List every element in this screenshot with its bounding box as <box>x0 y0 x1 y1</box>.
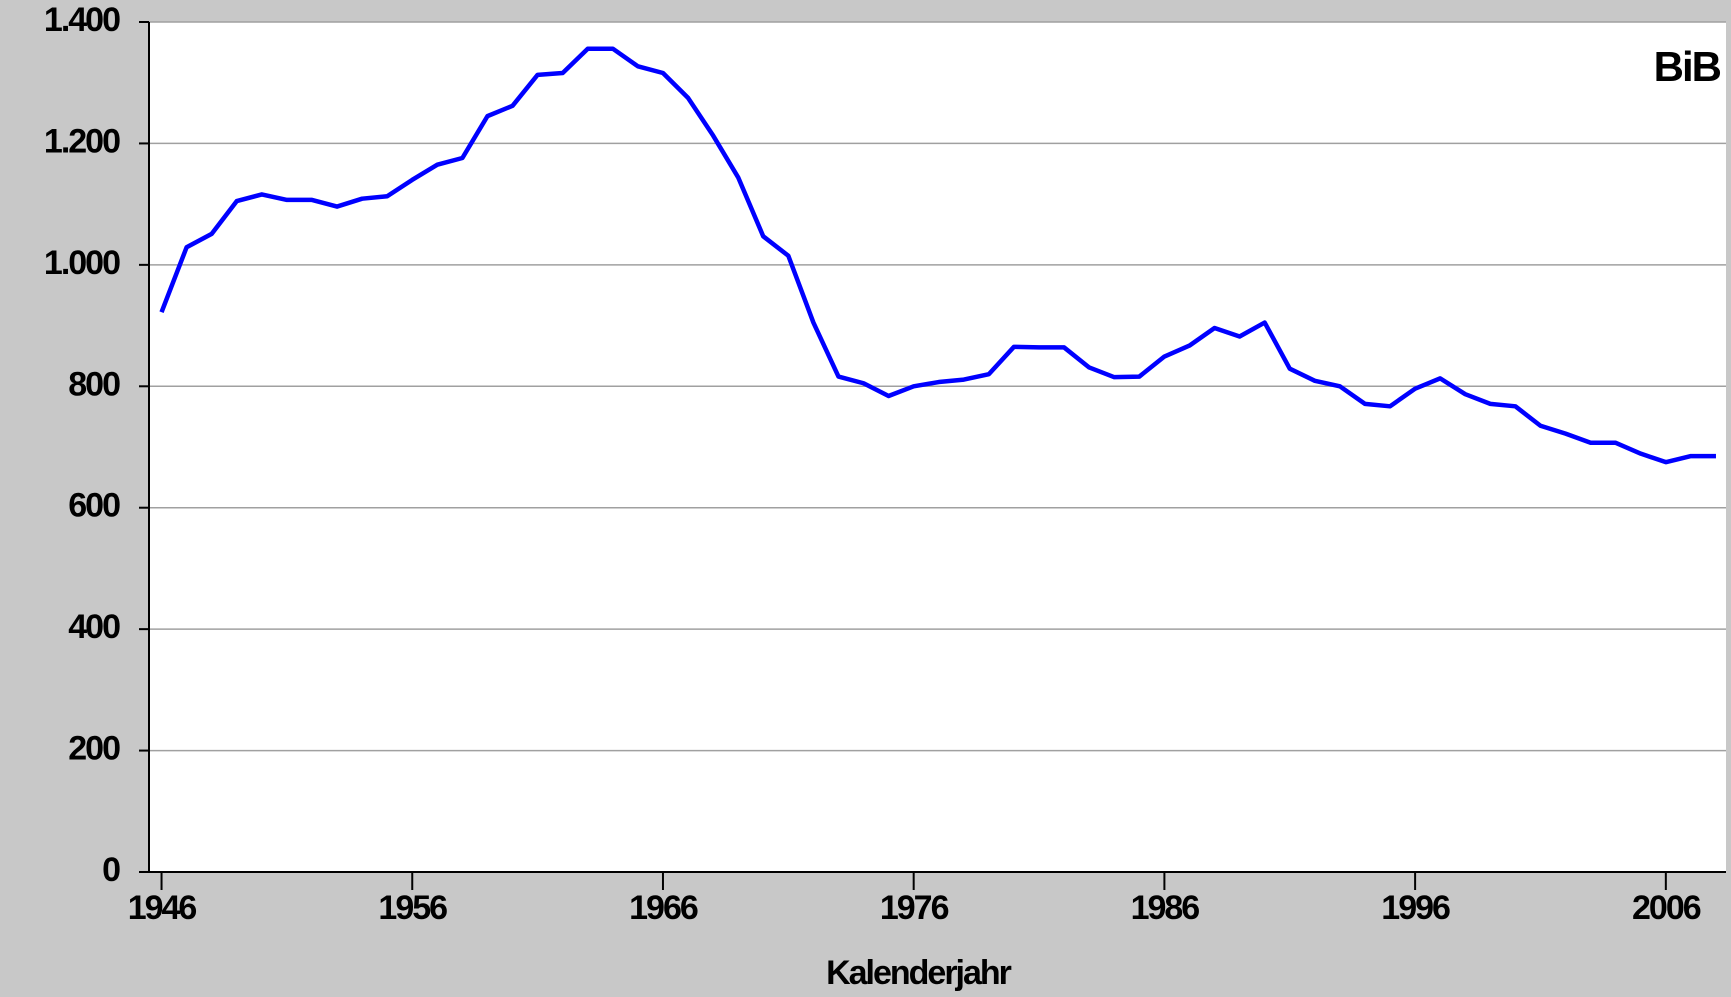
y-tick-label: 1.000 <box>44 244 120 282</box>
y-tick-label: 800 <box>68 365 120 403</box>
x-tick-label: 2006 <box>1632 889 1701 927</box>
y-tick-label: 1.400 <box>44 1 120 39</box>
y-tick-label: 0 <box>102 851 120 889</box>
x-tick-label: 1956 <box>378 889 447 927</box>
x-axis-label: Kalenderjahr <box>826 954 1012 992</box>
data-line <box>159 46 1716 465</box>
y-tick-label: 1.200 <box>44 122 120 160</box>
x-tick-label: 1976 <box>880 889 949 927</box>
x-tick-label: 1966 <box>629 889 698 927</box>
x-tick-label: 1996 <box>1381 889 1450 927</box>
x-tick-label: 1986 <box>1131 889 1200 927</box>
y-tick-label: 200 <box>68 730 120 768</box>
y-tick-label: 400 <box>68 608 120 646</box>
x-tick-label: 1946 <box>128 889 197 927</box>
annotation: BiB <box>1654 43 1721 90</box>
y-tick-label: 600 <box>68 487 120 525</box>
plot-area <box>149 22 1726 872</box>
